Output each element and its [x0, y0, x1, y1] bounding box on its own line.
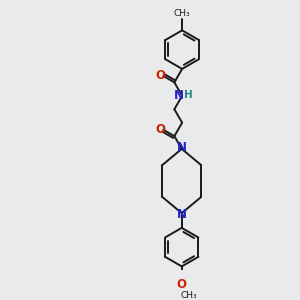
Text: O: O	[155, 69, 165, 82]
Text: CH₃: CH₃	[181, 291, 197, 300]
Text: H: H	[184, 90, 192, 100]
Text: O: O	[177, 278, 187, 291]
Text: N: N	[177, 208, 187, 221]
Text: N: N	[174, 89, 184, 102]
Text: CH₃: CH₃	[174, 9, 190, 18]
Text: O: O	[155, 123, 165, 136]
Text: N: N	[177, 141, 187, 154]
